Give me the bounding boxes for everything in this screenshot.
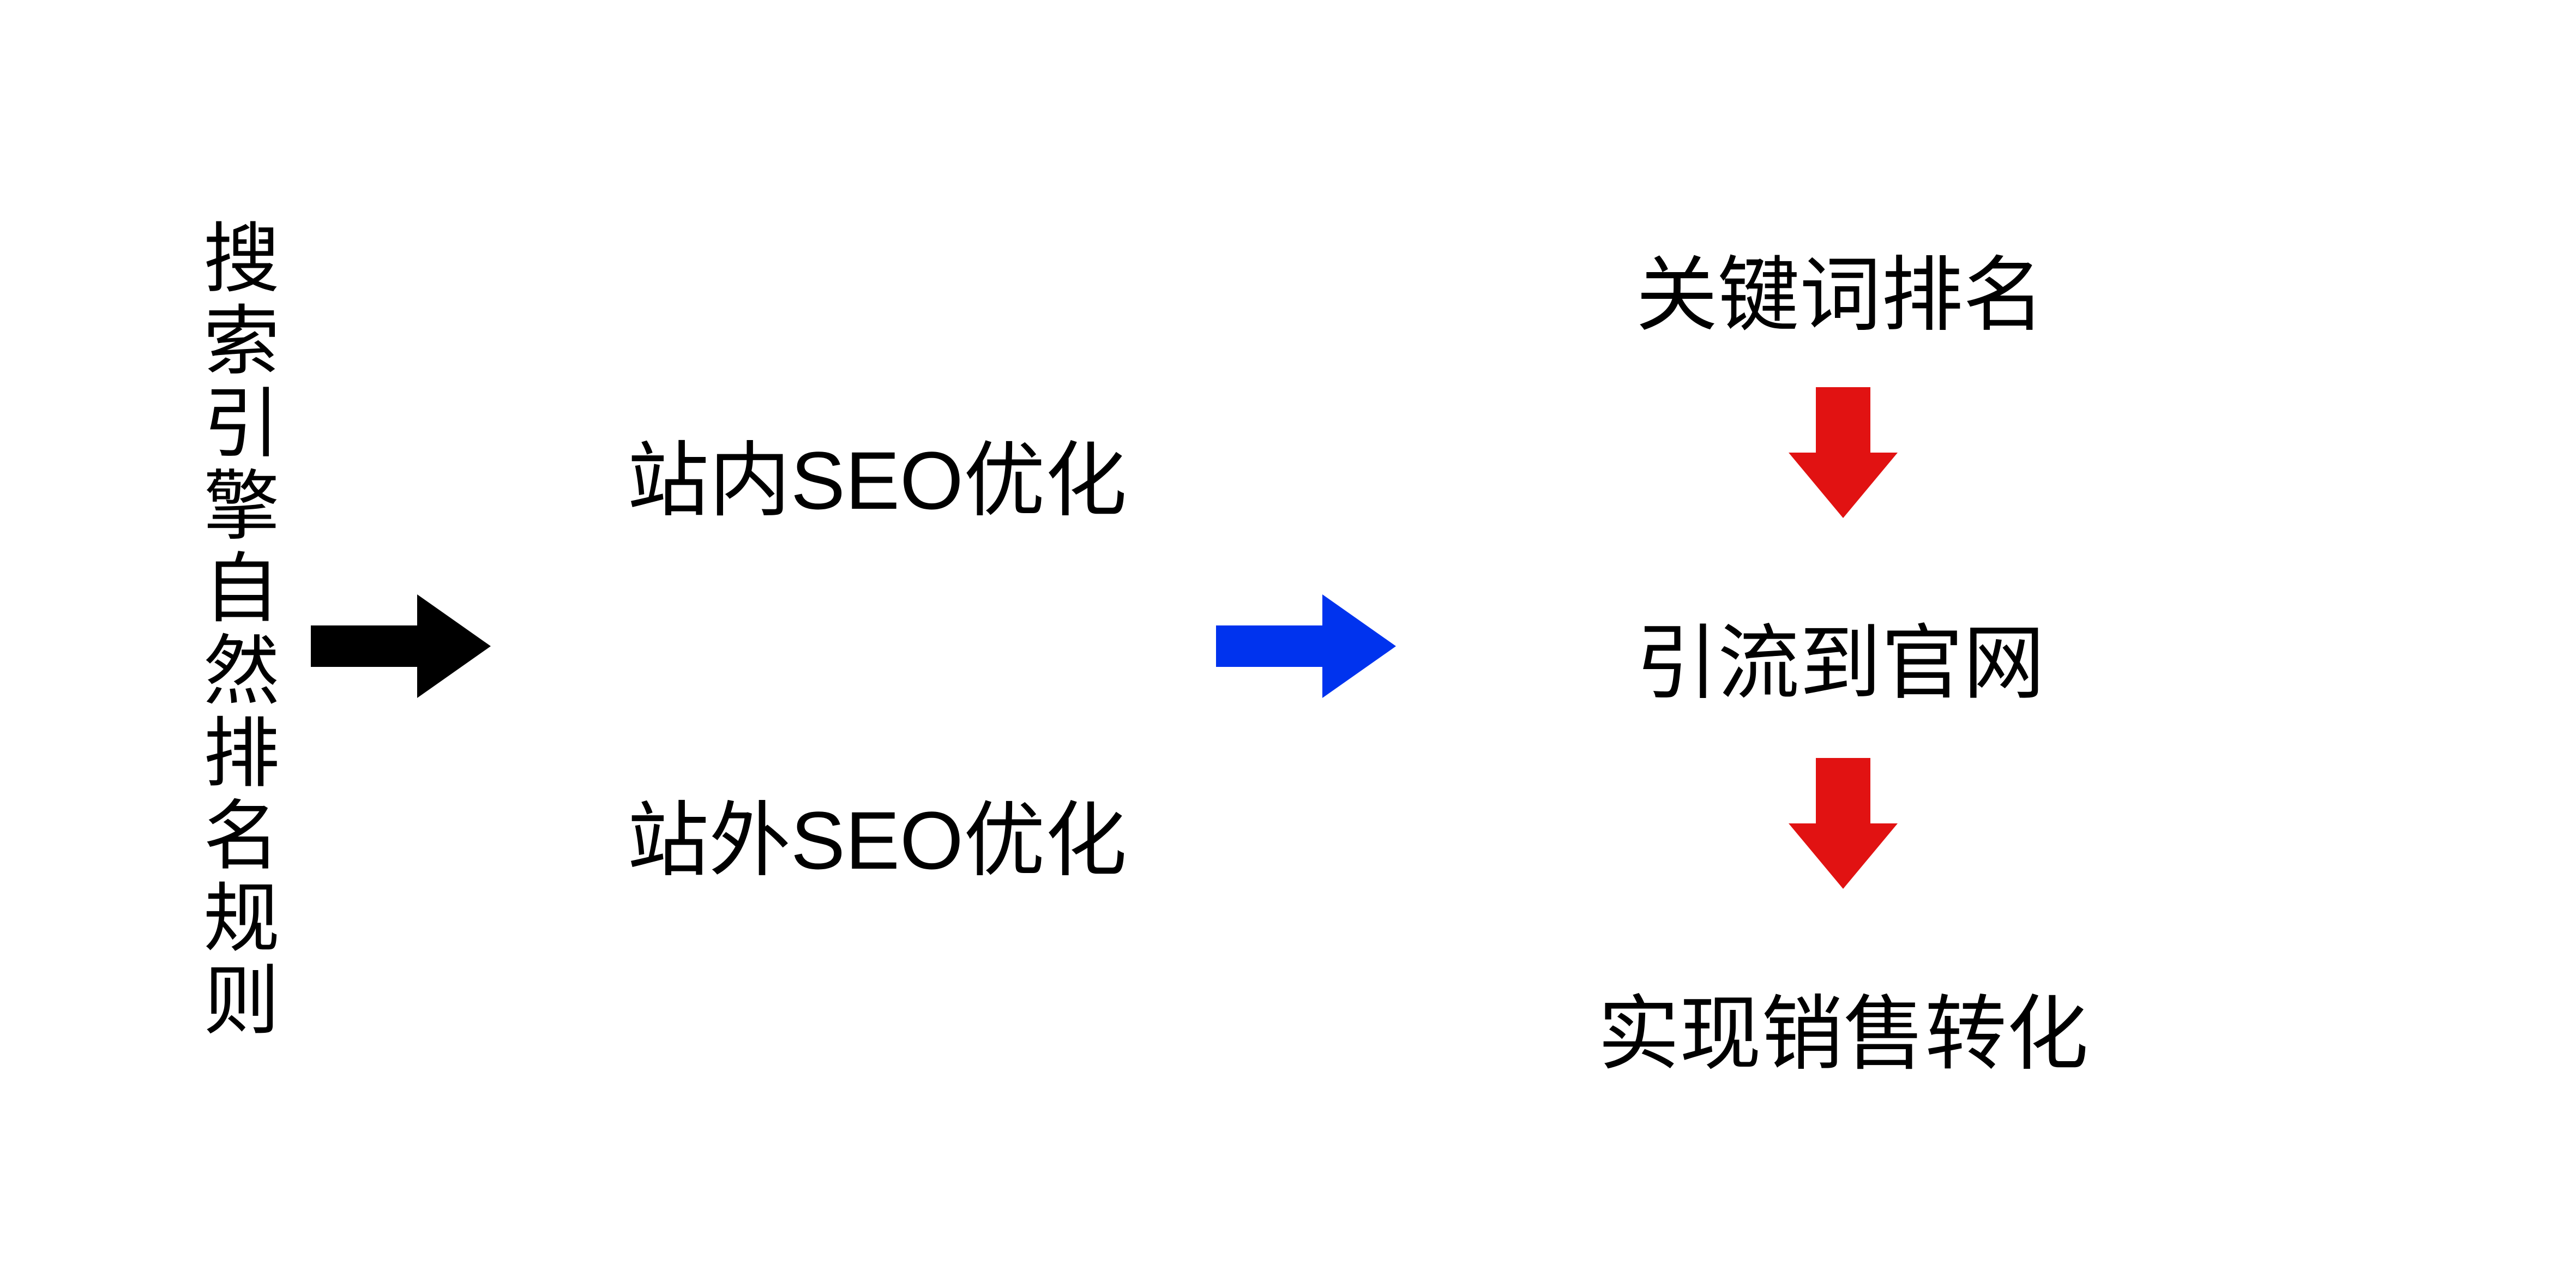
arrow-ranking-to-traffic — [1789, 387, 1898, 518]
node-drive-traffic: 引流到官网 — [1636, 597, 2045, 715]
node-onsite-seo: 站内SEO优化 — [627, 414, 1127, 533]
node-search-engine-rules: 搜索引擎自然排名规则 — [180, 218, 290, 1043]
arrow-to-results — [1216, 594, 1396, 698]
node-keyword-ranking: 关键词排名 — [1636, 229, 2045, 347]
arrow-traffic-to-conversion — [1789, 758, 1898, 889]
node-sales-conversion: 实现销售转化 — [1598, 968, 2089, 1086]
node-offsite-seo: 站外SEO优化 — [627, 774, 1127, 893]
arrow-to-seo — [311, 594, 491, 698]
